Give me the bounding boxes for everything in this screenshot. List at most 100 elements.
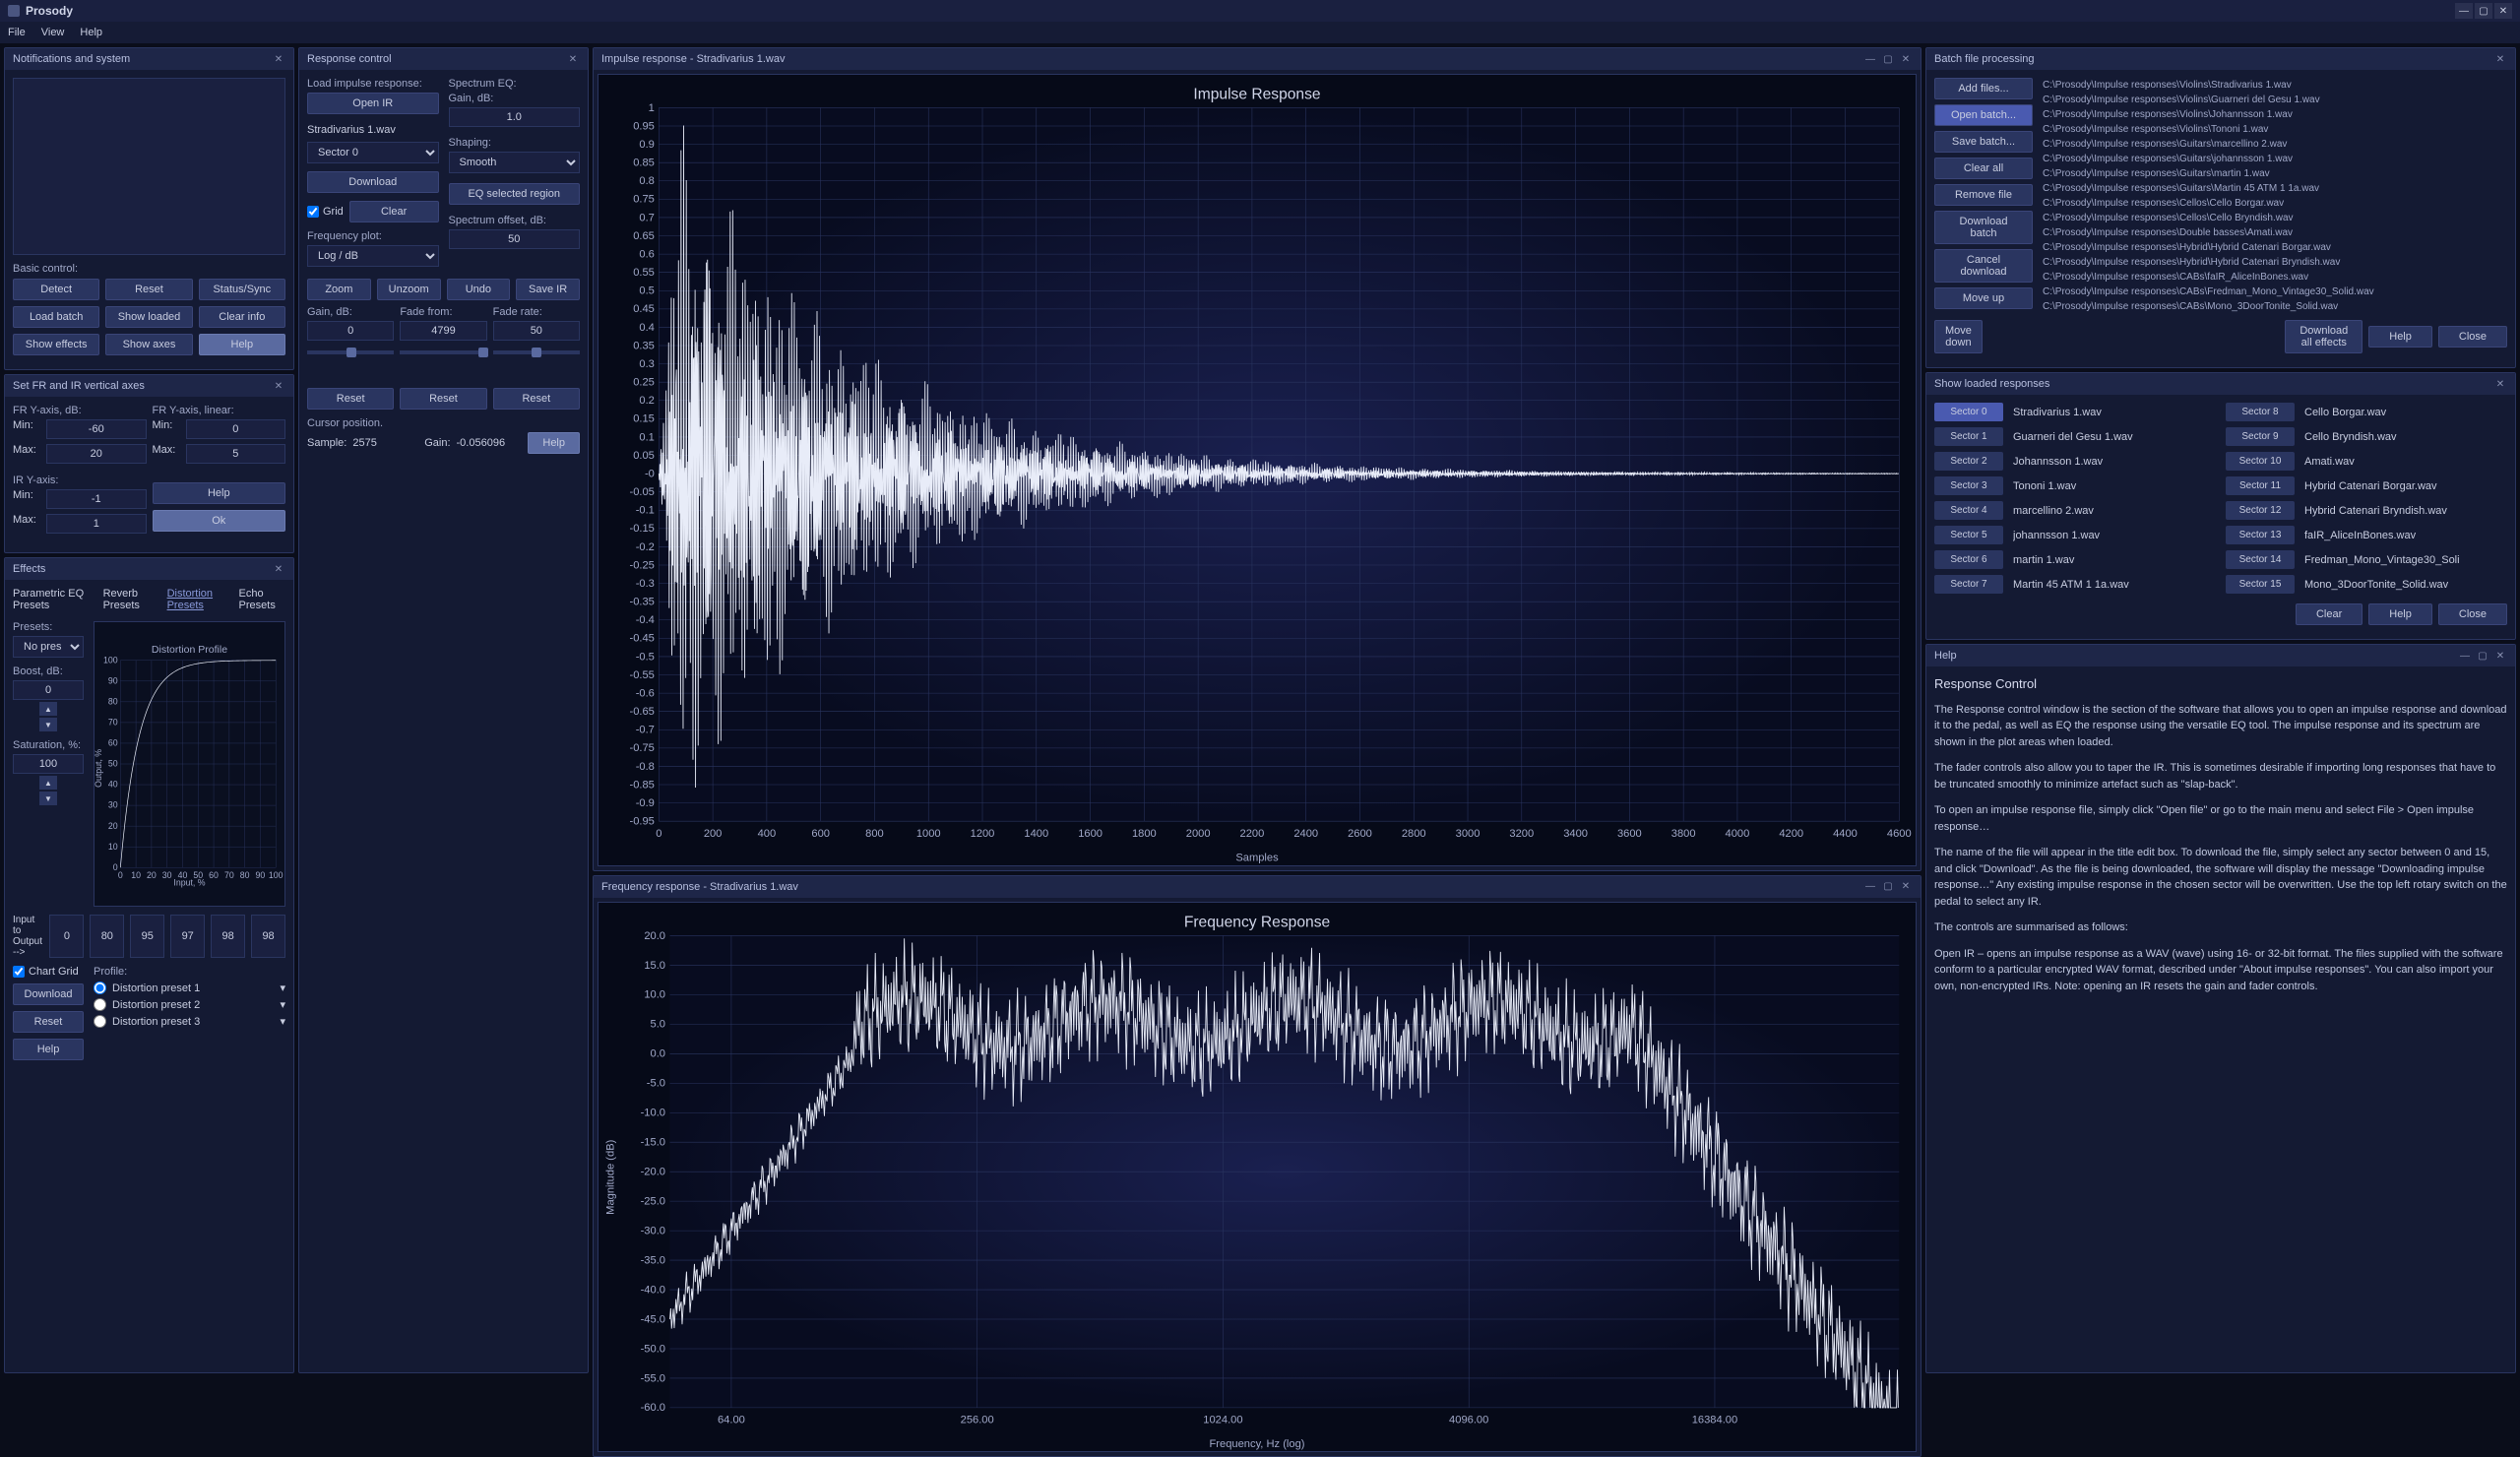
detect-button[interactable]: Detect [13, 279, 99, 300]
download-batch-button[interactable]: Download batch [1934, 211, 2033, 244]
undo-button[interactable]: Undo [447, 279, 511, 300]
maximize-icon[interactable]: ▢ [1881, 52, 1895, 66]
file-row[interactable]: C:\Prosody\Impulse responses\Cellos\Cell… [2043, 211, 2507, 225]
sector-button[interactable]: Sector 7 [1934, 575, 2003, 594]
status-button[interactable]: Status/Sync [199, 279, 285, 300]
sector-button[interactable]: Sector 15 [2226, 575, 2295, 594]
minimize-icon[interactable]: — [2455, 3, 2473, 19]
move-up-button[interactable]: Move up [1934, 287, 2033, 309]
close-icon[interactable]: ✕ [272, 52, 285, 66]
ir-min-input[interactable] [46, 489, 147, 509]
help-button[interactable]: Help [153, 482, 286, 504]
reset-button[interactable]: Reset [307, 388, 394, 410]
sector-button[interactable]: Sector 3 [1934, 476, 2003, 495]
io-input-5[interactable] [251, 915, 285, 958]
close-icon[interactable]: ✕ [2493, 649, 2507, 663]
tab-parametric-eq[interactable]: Parametric EQ Presets [13, 588, 94, 613]
tab-echo[interactable]: Echo Presets [239, 588, 285, 613]
sector-button[interactable]: Sector 0 [1934, 403, 2003, 421]
file-row[interactable]: C:\Prosody\Impulse responses\Guitars\Mar… [2043, 181, 2507, 196]
tab-distortion[interactable]: Distortion Presets [167, 588, 229, 613]
sector-button[interactable]: Sector 12 [2226, 501, 2295, 520]
file-row[interactable]: C:\Prosody\Impulse responses\Cellos\Cell… [2043, 196, 2507, 211]
clear-button[interactable]: Clear [2296, 603, 2362, 625]
chevron-down-icon[interactable]: ▾ [280, 982, 285, 994]
save-ir-button[interactable]: Save IR [516, 279, 580, 300]
maximize-icon[interactable]: ▢ [2476, 649, 2489, 663]
zoom-button[interactable]: Zoom [307, 279, 371, 300]
saturation-input[interactable] [13, 754, 84, 774]
grid-checkbox[interactable] [307, 206, 319, 218]
close-icon[interactable]: ✕ [272, 562, 285, 576]
fade-from-input[interactable] [400, 321, 486, 341]
help-button[interactable]: Help [13, 1039, 84, 1060]
help-button[interactable]: Help [2368, 603, 2432, 625]
help-button[interactable]: Help [199, 334, 285, 355]
fade-rate-input[interactable] [493, 321, 580, 341]
file-list[interactable]: C:\Prosody\Impulse responses\Violins\Str… [2043, 78, 2507, 314]
up-arrow-icon[interactable]: ▲ [39, 776, 57, 790]
clear-button[interactable]: Clear [349, 201, 439, 222]
io-input-2[interactable] [130, 915, 164, 958]
ok-button[interactable]: Ok [153, 510, 286, 532]
sector-button[interactable]: Sector 11 [2226, 476, 2295, 495]
down-arrow-icon[interactable]: ▼ [39, 718, 57, 731]
close-button[interactable]: Close [2438, 326, 2507, 348]
close-button[interactable]: Close [2438, 603, 2507, 625]
sector-button[interactable]: Sector 14 [2226, 550, 2295, 569]
distortion-preset-3-radio[interactable] [94, 1015, 106, 1028]
reset-button[interactable]: Reset [105, 279, 192, 300]
file-row[interactable]: C:\Prosody\Impulse responses\Violins\Str… [2043, 78, 2507, 93]
down-arrow-icon[interactable]: ▼ [39, 792, 57, 805]
file-row[interactable]: C:\Prosody\Impulse responses\Hybrid\Hybr… [2043, 255, 2507, 270]
sector-button[interactable]: Sector 5 [1934, 526, 2003, 544]
distortion-preset-1-radio[interactable] [94, 982, 106, 994]
sector-button[interactable]: Sector 9 [2226, 427, 2295, 446]
download-button[interactable]: Download [13, 983, 84, 1005]
fade-from-slider[interactable] [400, 350, 486, 354]
distortion-preset-2-radio[interactable] [94, 998, 106, 1011]
chart-grid-checkbox[interactable] [13, 966, 25, 978]
show-effects-button[interactable]: Show effects [13, 334, 99, 355]
load-batch-button[interactable]: Load batch [13, 306, 99, 328]
add-files-button[interactable]: Add files... [1934, 78, 2033, 99]
chevron-down-icon[interactable]: ▾ [280, 998, 285, 1011]
help-button[interactable]: Help [528, 432, 580, 454]
file-row[interactable]: C:\Prosody\Impulse responses\Violins\Ton… [2043, 122, 2507, 137]
gain-input[interactable] [449, 107, 581, 127]
sector-button[interactable]: Sector 10 [2226, 452, 2295, 471]
file-row[interactable]: C:\Prosody\Impulse responses\Violins\Gua… [2043, 93, 2507, 107]
ir-max-input[interactable] [46, 514, 147, 534]
file-row[interactable]: C:\Prosody\Impulse responses\Double bass… [2043, 225, 2507, 240]
maximize-icon[interactable]: ▢ [1881, 880, 1895, 894]
gain-slider[interactable] [307, 350, 394, 354]
sector-select[interactable]: Sector 0 [307, 142, 439, 163]
close-icon[interactable]: ✕ [2493, 377, 2507, 391]
boost-input[interactable] [13, 680, 84, 700]
fr-lin-max-input[interactable] [186, 444, 286, 464]
fade-rate-slider[interactable] [493, 350, 580, 354]
file-row[interactable]: C:\Prosody\Impulse responses\Violins\Joh… [2043, 107, 2507, 122]
gain-db-input[interactable] [307, 321, 394, 341]
sector-button[interactable]: Sector 2 [1934, 452, 2003, 471]
help-button[interactable]: Help [2368, 326, 2432, 348]
fr-db-min-input[interactable] [46, 419, 147, 439]
file-row[interactable]: C:\Prosody\Impulse responses\Guitars\joh… [2043, 152, 2507, 166]
file-row[interactable]: C:\Prosody\Impulse responses\CABs\Mono_3… [2043, 299, 2507, 314]
sector-button[interactable]: Sector 6 [1934, 550, 2003, 569]
shaping-select[interactable]: Smooth [449, 152, 581, 173]
sector-button[interactable]: Sector 1 [1934, 427, 2003, 446]
maximize-icon[interactable]: ▢ [2475, 3, 2492, 19]
open-ir-button[interactable]: Open IR [307, 93, 439, 114]
preset-select[interactable]: No preset [13, 636, 84, 658]
sector-button[interactable]: Sector 4 [1934, 501, 2003, 520]
menu-file[interactable]: File [8, 27, 26, 38]
io-input-3[interactable] [170, 915, 205, 958]
minimize-icon[interactable]: — [2458, 649, 2472, 663]
move-down-button[interactable]: Move down [1934, 320, 1983, 353]
show-axes-button[interactable]: Show axes [105, 334, 192, 355]
file-row[interactable]: C:\Prosody\Impulse responses\Guitars\mar… [2043, 166, 2507, 181]
clear-all-button[interactable]: Clear all [1934, 158, 2033, 179]
sector-button[interactable]: Sector 13 [2226, 526, 2295, 544]
up-arrow-icon[interactable]: ▲ [39, 702, 57, 716]
